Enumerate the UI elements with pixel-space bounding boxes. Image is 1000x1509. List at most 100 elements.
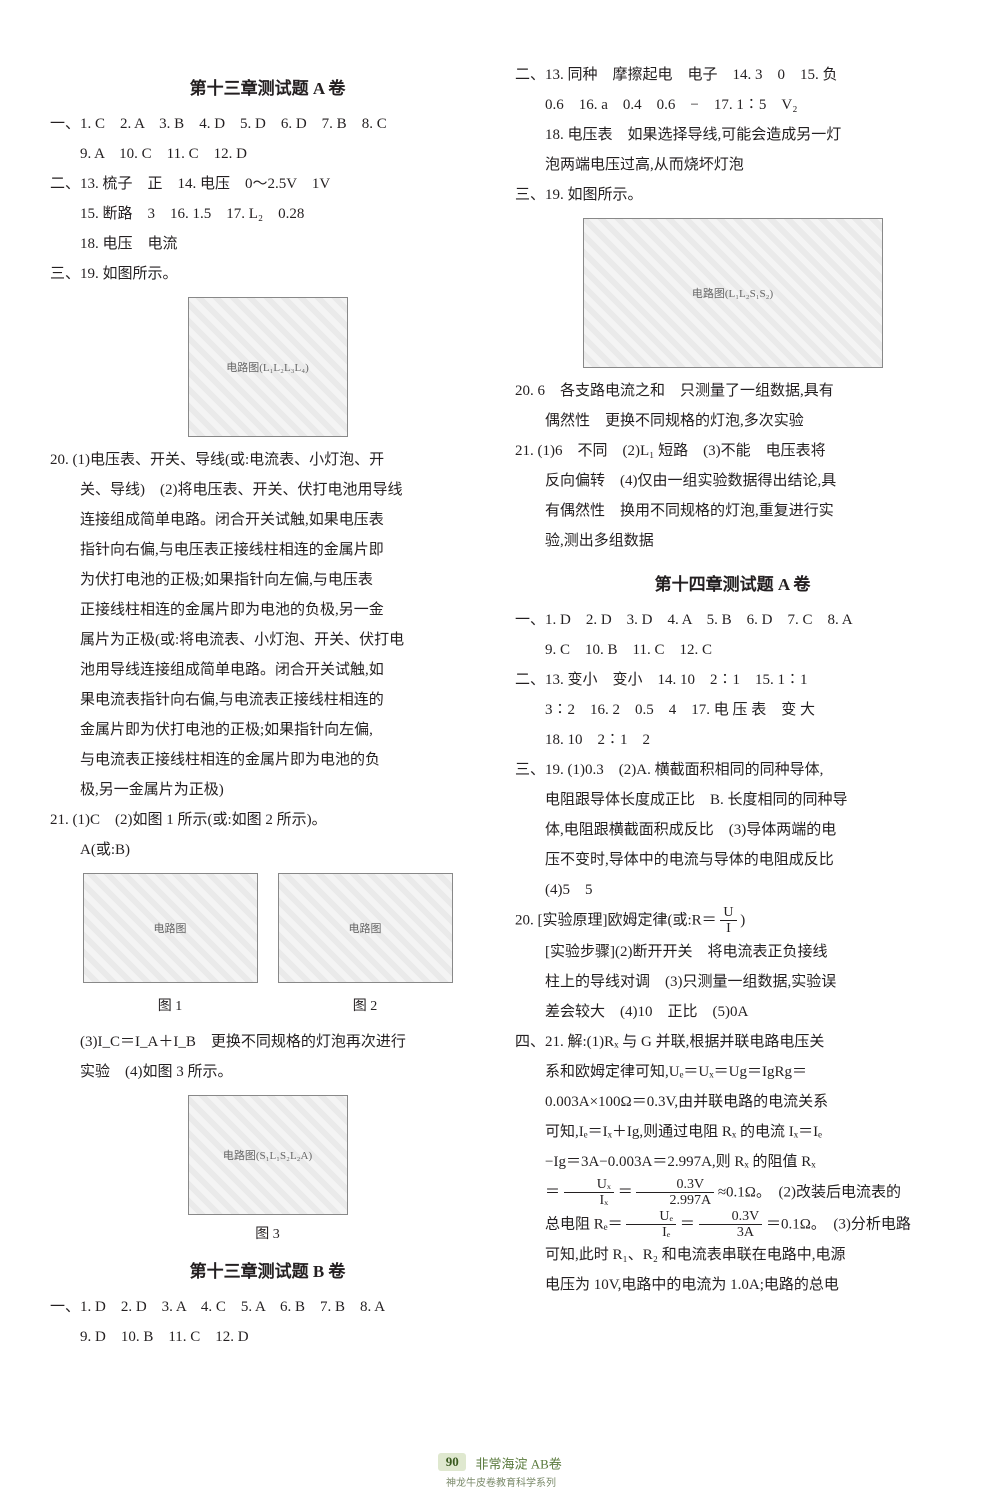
text-fragment: ＝0.1Ω。 (3)分析电路 <box>766 1216 911 1232</box>
answer-line: 三、19. 如图所示。 <box>50 259 485 289</box>
fraction: Uₑ Iₑ <box>626 1209 676 1241</box>
text-fragment: ≈0.1Ω。 (2)改装后电流表的 <box>718 1184 901 1200</box>
explain-line: 三、19. (1)0.3 (2)A. 横截面积相同的同种导体, <box>515 755 950 785</box>
formula-line: 总电阻 Rₑ＝ Uₑ Iₑ ＝ 0.3V 3A ＝0.1Ω。 (3)分析电路 <box>515 1209 950 1241</box>
explain-line: 21. (1)C (2)如图 1 所示(或:如图 2 所示)。 <box>50 805 485 835</box>
text-fragment: ) <box>740 912 745 928</box>
circuit-diagram-image: 电路图(L₁L₂S₁S₂) <box>583 218 883 368</box>
text-fragment: ＝ <box>618 1184 633 1200</box>
figure-3: 电路图(S₁L₁S₂L₂A) <box>50 1095 485 1215</box>
fraction: 0.3V 3A <box>699 1209 763 1241</box>
denominator: 3A <box>699 1225 763 1240</box>
explain-line: 四、21. 解:(1)Rₓ 与 G 并联,根据并联电路电压关 <box>515 1027 950 1057</box>
chapter13a-title: 第十三章测试题 A 卷 <box>50 74 485 99</box>
explain-line: 20. (1)电压表、开关、导线(或:电流表、小灯泡、开 <box>50 445 485 475</box>
chapter13b-title: 第十三章测试题 B 卷 <box>50 1257 485 1282</box>
explain-line: 系和欧姆定律可知,Uₑ＝Uₓ＝Ug＝IgRg＝ <box>515 1057 950 1087</box>
answer-line: 9. A 10. C 11. C 12. D <box>50 139 485 169</box>
left-column: 第十三章测试题 A 卷 一、1. C 2. A 3. B 4. D 5. D 6… <box>50 60 485 1352</box>
explain-line: 体,电阻跟横截面积成反比 (3)导体两端的电 <box>515 815 950 845</box>
fraction: 0.3V 2.997A <box>636 1177 714 1209</box>
text-fragment: ＝ <box>545 1184 560 1200</box>
answer-line: 9. C 10. B 11. C 12. C <box>515 635 950 665</box>
fraction: U I <box>720 905 736 937</box>
answer-line: 一、1. C 2. A 3. B 4. D 5. D 6. D 7. B 8. … <box>50 109 485 139</box>
text-fragment: ＝ <box>680 1216 695 1232</box>
numerator: U <box>720 905 736 921</box>
explain-line: 20. 6 各支路电流之和 只测量了一组数据,具有 <box>515 376 950 406</box>
explain-line: 可知,Iₑ＝Iₓ＋Ig,则通过电阻 Rₓ 的电流 Iₓ＝Iₑ <box>515 1117 950 1147</box>
explain-line: 压不变时,导体中的电流与导体的电阻成反比 <box>515 845 950 875</box>
chapter14a-title: 第十四章测试题 A 卷 <box>515 570 950 595</box>
denominator: I <box>720 921 736 936</box>
explain-line: (3)I_C＝I_A＋I_B 更换不同规格的灯泡再次进行 <box>50 1027 485 1057</box>
explain-line: (4)5 5 <box>515 875 950 905</box>
figure-19-right: 电路图(L₁L₂S₁S₂) <box>515 218 950 368</box>
explain-line: −Ig＝3A−0.003A＝2.997A,则 Rₓ 的阻值 Rₓ <box>515 1147 950 1177</box>
answer-line: 18. 10 2∶1 2 <box>515 725 950 755</box>
footer-subtitle: 神龙牛皮卷教育科学系列 <box>446 1478 556 1489</box>
explain-line: 柱上的导线对调 (3)只测量一组数据,实验误 <box>515 967 950 997</box>
explain-line: A(或:B) <box>50 835 485 865</box>
denominator: Iₓ <box>564 1193 614 1208</box>
answer-line: 3∶2 16. 2 0.5 4 17. 电 压 表 变 大 <box>515 695 950 725</box>
answer-line: 三、19. 如图所示。 <box>515 180 950 210</box>
formula-line: 20. [实验原理]欧姆定律(或:R＝ U I ) <box>515 905 950 937</box>
text-fragment: 总电阻 Rₑ＝ <box>545 1216 623 1232</box>
denominator: Iₑ <box>626 1225 676 1240</box>
explain-line: 可知,此时 R₁、R₂ 和电流表串联在电路中,电源 <box>515 1240 950 1270</box>
figure-19-left: 电路图(L₁L₂L₃L₄) <box>50 297 485 437</box>
figure-1-2-captions: 图 1 图 2 <box>50 991 485 1025</box>
numerator: 0.3V <box>699 1209 763 1225</box>
explain-line: 电压为 10V,电路中的电流为 1.0A;电路的总电 <box>515 1270 950 1300</box>
circuit-diagram-image: 电路图(S₁L₁S₂L₂A) <box>188 1095 348 1215</box>
answer-line: 15. 断路 3 16. 1.5 17. L₂ 0.28 <box>50 199 485 229</box>
explain-line: 果电流表指针向右偏,与电流表正接线柱相连的 <box>50 685 485 715</box>
explain-line: 正接线柱相连的金属片即为电池的负极,另一金 <box>50 595 485 625</box>
fraction: Uₓ Iₓ <box>564 1177 614 1209</box>
page-columns: 第十三章测试题 A 卷 一、1. C 2. A 3. B 4. D 5. D 6… <box>50 60 950 1352</box>
answer-line: 一、1. D 2. D 3. D 4. A 5. B 6. D 7. C 8. … <box>515 605 950 635</box>
explain-line: 实验 (4)如图 3 所示。 <box>50 1057 485 1087</box>
numerator: Uₑ <box>626 1209 676 1225</box>
answer-line: 二、13. 同种 摩擦起电 电子 14. 3 0 15. 负 <box>515 60 950 90</box>
explain-line: 池用导线连接组成简单电路。闭合开关试触,如 <box>50 655 485 685</box>
footer-title: 非常海淀 AB卷 <box>475 1456 561 1471</box>
answer-line: 二、13. 梳子 正 14. 电压 0～2.5V 1V <box>50 169 485 199</box>
explain-line: 与电流表正接线柱相连的金属片即为电池的负 <box>50 745 485 775</box>
answer-line: 18. 电压 电流 <box>50 229 485 259</box>
page-number: 90 <box>438 1453 466 1471</box>
figure-1-2-row: 电路图 电路图 <box>50 873 485 983</box>
figure-caption: 图 1 <box>83 995 258 1015</box>
answer-line: 9. D 10. B 11. C 12. D <box>50 1322 485 1352</box>
explain-line: 差会较大 (4)10 正比 (5)0A <box>515 997 950 1027</box>
circuit-diagram-image: 电路图 <box>83 873 258 983</box>
page-footer: 90 非常海淀 AB卷 神龙牛皮卷教育科学系列 <box>0 1453 1000 1489</box>
figure-caption: 图 3 <box>50 1223 485 1243</box>
figure-caption: 图 2 <box>278 995 453 1015</box>
explain-line: 反向偏转 (4)仅由一组实验数据得出结论,具 <box>515 466 950 496</box>
explain-line: 指针向右偏,与电压表正接线柱相连的金属片即 <box>50 535 485 565</box>
text-fragment: 20. [实验原理]欧姆定律(或:R＝ <box>515 912 717 928</box>
answer-line: 泡两端电压过高,从而烧坏灯泡 <box>515 150 950 180</box>
circuit-diagram-image: 电路图 <box>278 873 453 983</box>
explain-line: 0.003A×100Ω＝0.3V,由并联电路的电流关系 <box>515 1087 950 1117</box>
explain-line: 验,测出多组数据 <box>515 526 950 556</box>
explain-line: [实验步骤](2)断开开关 将电流表正负接线 <box>515 937 950 967</box>
explain-line: 偶然性 更换不同规格的灯泡,多次实验 <box>515 406 950 436</box>
formula-line: ＝ Uₓ Iₓ ＝ 0.3V 2.997A ≈0.1Ω。 (2)改装后电流表的 <box>515 1177 950 1209</box>
answer-line: 0.6 16. a 0.4 0.6 − 17. 1∶5 V₂ <box>515 90 950 120</box>
explain-line: 金属片即为伏打电池的正极;如果指针向左偏, <box>50 715 485 745</box>
answer-line: 一、1. D 2. D 3. A 4. C 5. A 6. B 7. B 8. … <box>50 1292 485 1322</box>
answer-line: 18. 电压表 如果选择导线,可能会造成另一灯 <box>515 120 950 150</box>
right-column: 二、13. 同种 摩擦起电 电子 14. 3 0 15. 负 0.6 16. a… <box>515 60 950 1352</box>
explain-line: 属片为正极(或:将电流表、小灯泡、开关、伏打电 <box>50 625 485 655</box>
explain-line: 有偶然性 换用不同规格的灯泡,重复进行实 <box>515 496 950 526</box>
explain-line: 为伏打电池的正极;如果指针向左偏,与电压表 <box>50 565 485 595</box>
numerator: 0.3V <box>636 1177 714 1193</box>
denominator: 2.997A <box>636 1193 714 1208</box>
explain-line: 电阻跟导体长度成正比 B. 长度相同的同种导 <box>515 785 950 815</box>
explain-line: 连接组成简单电路。闭合开关试触,如果电压表 <box>50 505 485 535</box>
explain-line: 极,另一金属片为正极) <box>50 775 485 805</box>
explain-line: 关、导线) (2)将电压表、开关、伏打电池用导线 <box>50 475 485 505</box>
